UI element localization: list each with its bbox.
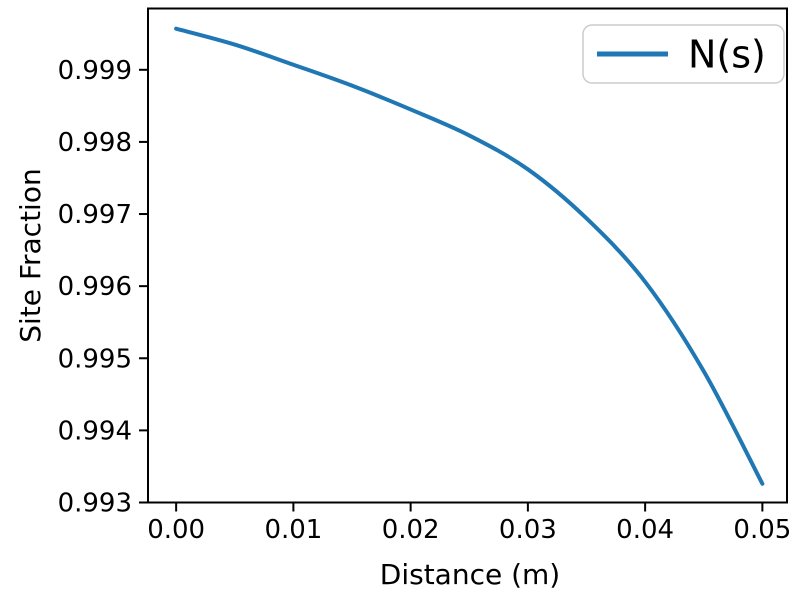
legend-box: [582, 24, 785, 84]
y-axis-ticks: 0.993 0.994 0.995 0.996 0.997 0.998 0.999: [58, 56, 148, 519]
legend-label: N(s): [688, 32, 766, 76]
y-tick-label: 0.996: [58, 272, 132, 302]
y-tick-label: 0.998: [58, 128, 132, 158]
x-tick-label: 0.04: [616, 515, 674, 545]
x-tick-label: 0.01: [264, 515, 322, 545]
x-axis-label: Distance (m): [380, 558, 560, 591]
y-tick-label: 0.993: [58, 489, 132, 519]
series-line-ns: [174, 26, 765, 486]
x-tick-label: 0.03: [499, 515, 557, 545]
legend: N(s): [582, 24, 785, 84]
plot-background: [148, 8, 787, 503]
x-tick-label: 0.02: [382, 515, 440, 545]
y-tick-label: 0.994: [58, 416, 132, 446]
y-tick-label: 0.999: [58, 56, 132, 86]
x-tick-label: 0.00: [147, 515, 205, 545]
y-axis-label: Site Fraction: [14, 168, 47, 342]
x-tick-label: 0.05: [733, 515, 791, 545]
y-tick-label: 0.997: [58, 200, 132, 230]
y-tick-label: 0.995: [58, 344, 132, 374]
x-axis-ticks: 0.00 0.01 0.02 0.03 0.04 0.05: [147, 502, 791, 545]
axes-spines: [147, 7, 788, 504]
